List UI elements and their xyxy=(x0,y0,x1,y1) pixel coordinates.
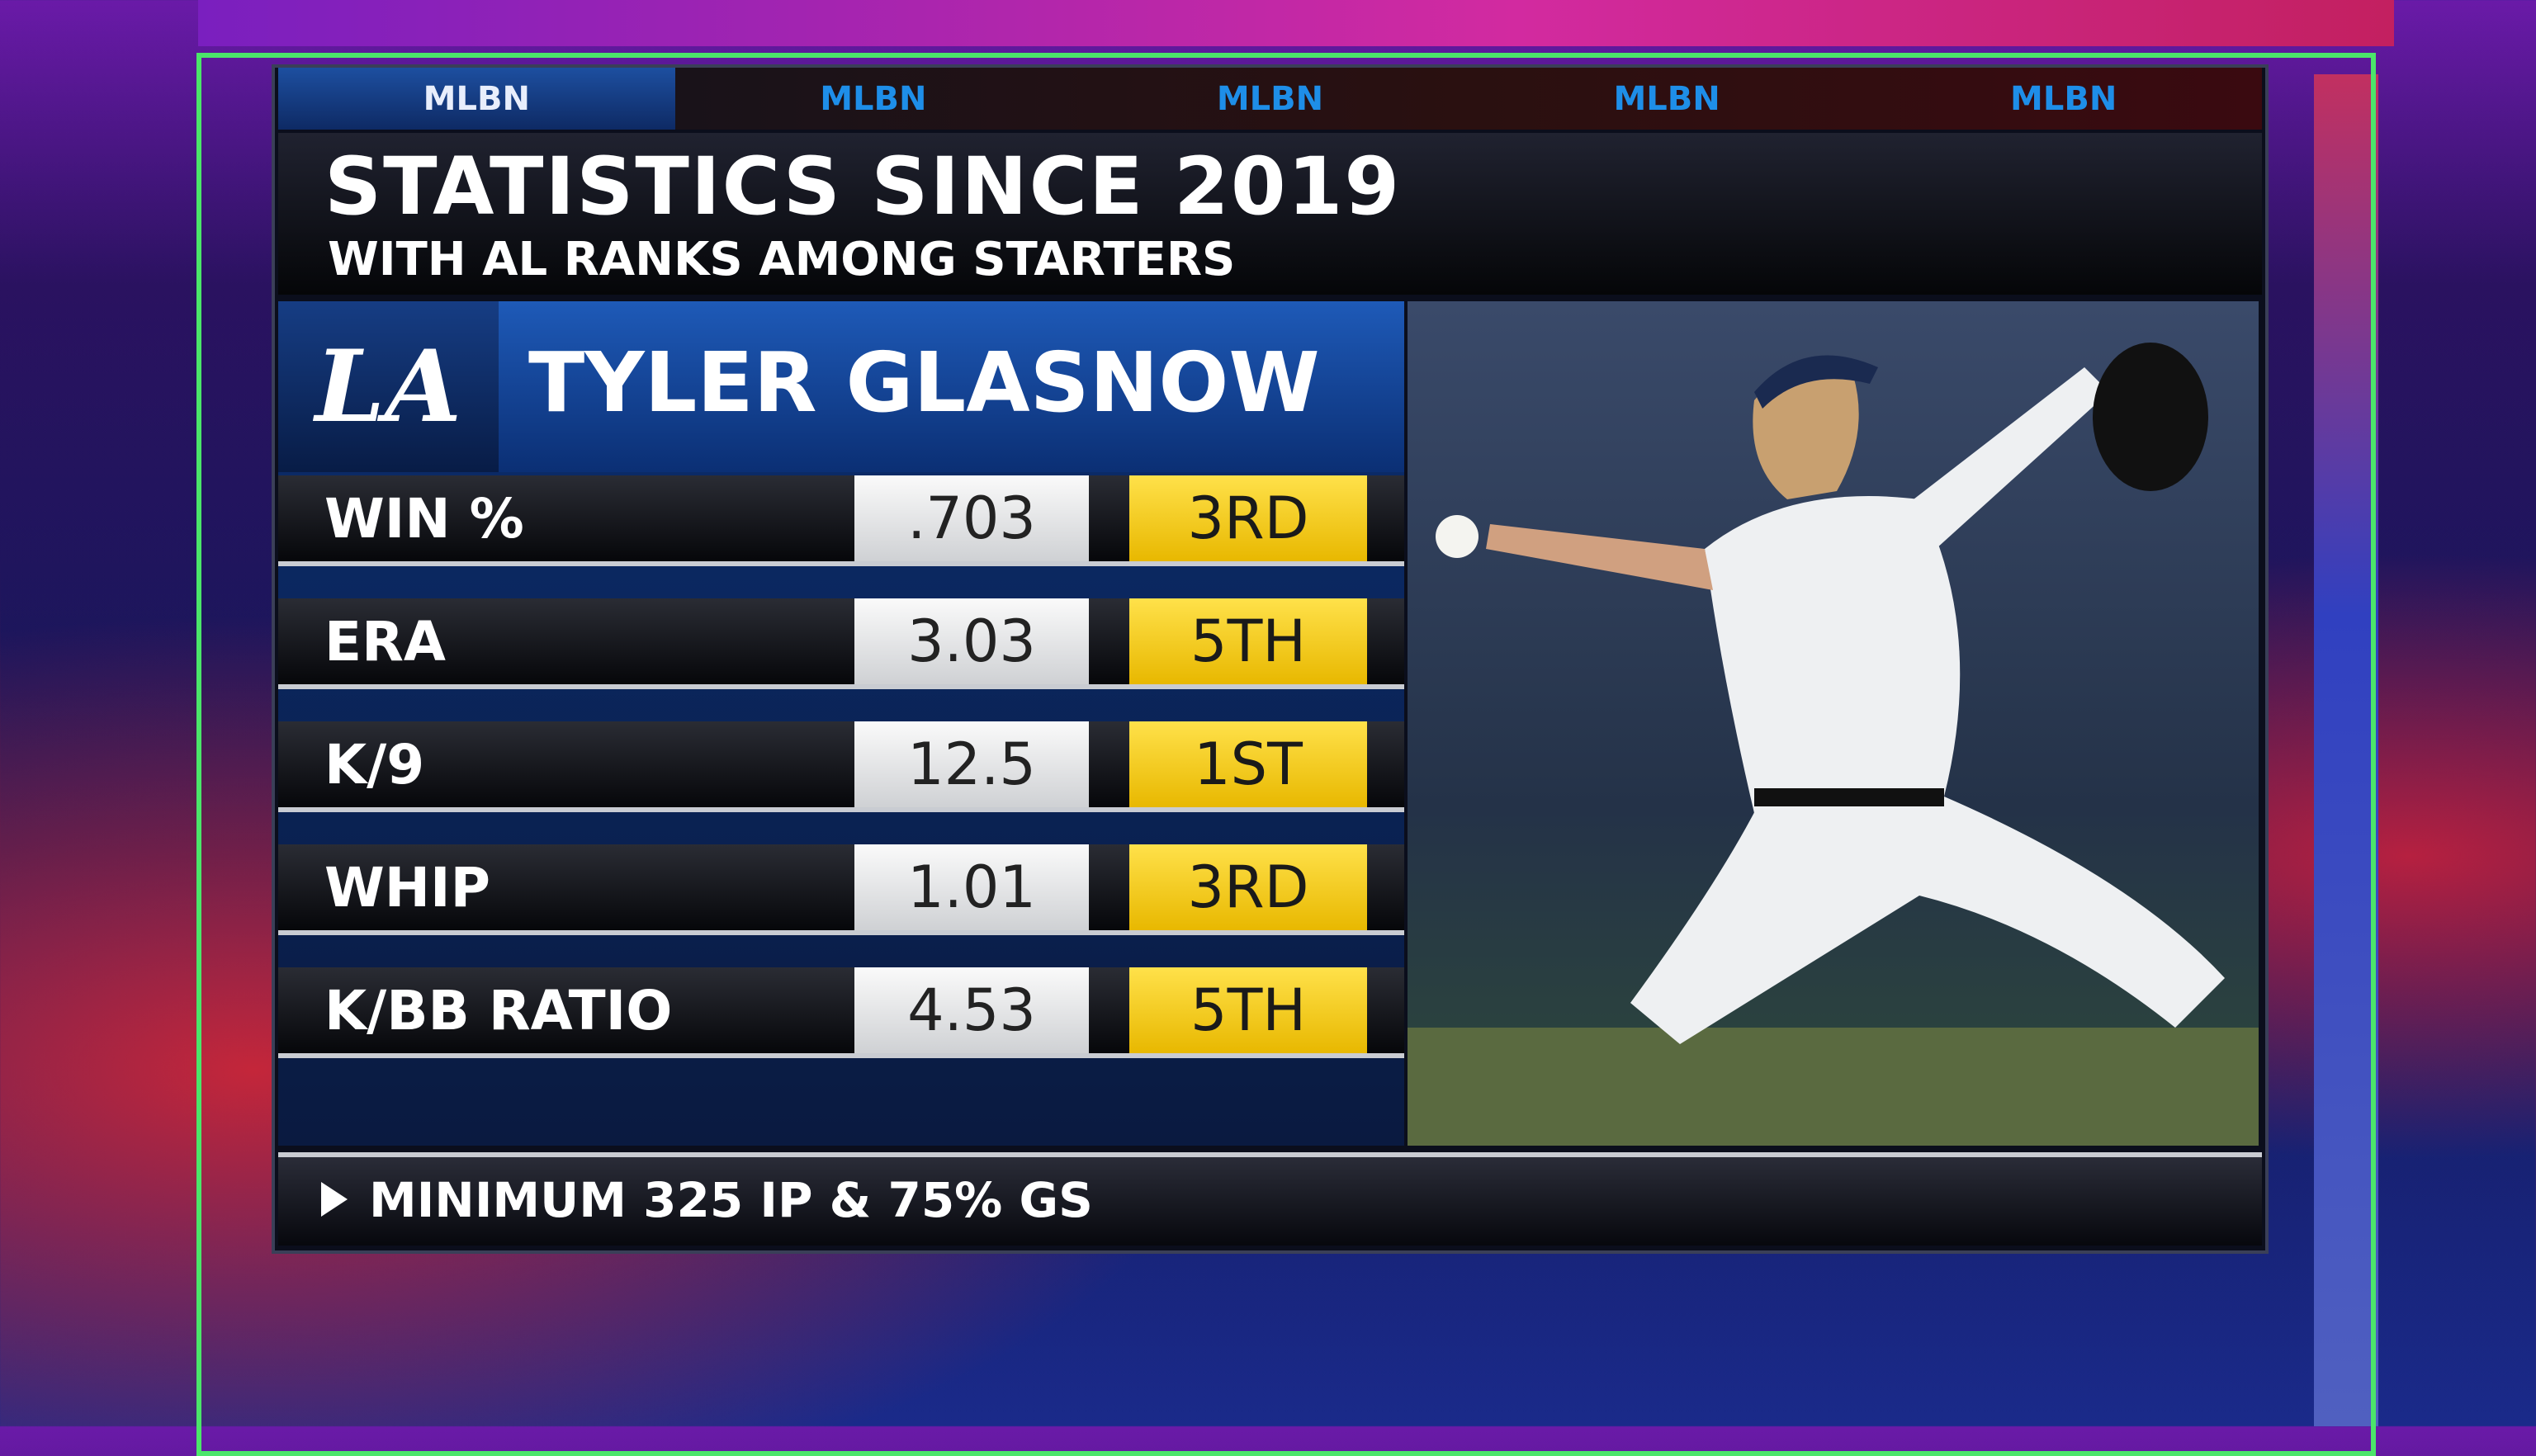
stat-value: 12.5 xyxy=(854,721,1089,807)
stat-label: K/BB RATIO xyxy=(324,979,673,1042)
stat-label: ERA xyxy=(324,610,446,674)
tab: MLBN xyxy=(1613,79,1720,118)
title: STATISTICS SINCE 2019 xyxy=(324,140,1402,233)
stat-value: 4.53 xyxy=(854,967,1089,1053)
subtitle: WITH AL RANKS AMONG STARTERS xyxy=(328,233,1236,286)
title-box xyxy=(278,133,2262,295)
tab: MLBN xyxy=(2010,79,2117,118)
tab-bar: MLBN MLBN MLBN MLBN MLBN xyxy=(278,68,2262,130)
tab: MLBN xyxy=(278,68,675,130)
tab: MLBN xyxy=(820,79,927,118)
stat-rank: 3RD xyxy=(1129,475,1367,561)
stat-label: WHIP xyxy=(324,856,490,919)
player-name: TYLER GLASNOW xyxy=(528,334,1320,431)
player-photo xyxy=(1408,301,2259,1146)
top-bar xyxy=(198,0,2394,46)
stat-rank: 1ST xyxy=(1129,721,1367,807)
stat-rank: 5TH xyxy=(1129,967,1367,1053)
stat-row: WIN % .703 3RD xyxy=(278,475,1404,566)
stat-row: K/BB RATIO 4.53 5TH xyxy=(278,967,1404,1058)
tab: MLBN xyxy=(1216,79,1324,118)
stat-value: 3.03 xyxy=(854,598,1089,684)
footnote-arrow xyxy=(321,1182,348,1217)
footnote: MINIMUM 325 IP & 75% GS xyxy=(369,1172,1093,1228)
stat-value: 1.01 xyxy=(854,844,1089,930)
team-logo: LA xyxy=(278,301,499,472)
stat-value: .703 xyxy=(854,475,1089,561)
stat-row: K/9 12.5 1ST xyxy=(278,721,1404,812)
footnote-bar xyxy=(278,1152,2262,1246)
stat-label: WIN % xyxy=(324,487,524,551)
stat-row: WHIP 1.01 3RD xyxy=(278,844,1404,935)
stat-rank: 3RD xyxy=(1129,844,1367,930)
stat-row: ERA 3.03 5TH xyxy=(278,598,1404,689)
stat-label: K/9 xyxy=(324,733,425,797)
scrollbar xyxy=(2314,74,2378,1426)
stat-rank: 5TH xyxy=(1129,598,1367,684)
